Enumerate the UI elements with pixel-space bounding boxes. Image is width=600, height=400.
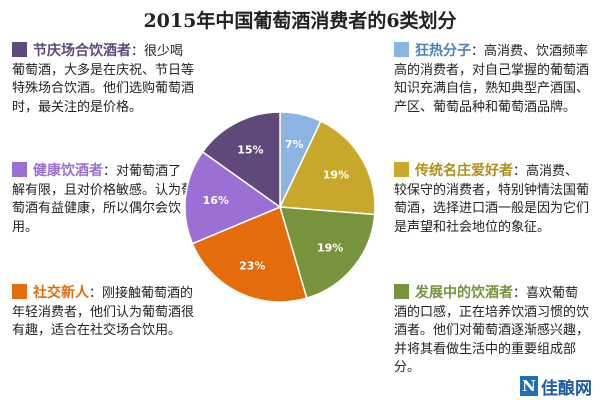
pie-label-0: 7% [285, 138, 304, 151]
traditional-swatch [394, 162, 409, 177]
legend-social: 社交新人：刚接触葡萄酒的年轻消费者，他们认为葡萄酒很有趣，适合在社交场合饮用。 [12, 284, 194, 341]
social-sep: ： [89, 286, 103, 301]
pie-label-3: 23% [239, 259, 265, 272]
chart-title: 2015年中国葡萄酒消费者的6类划分 [143, 10, 457, 32]
site-logo: N 佳酿网 [516, 374, 596, 399]
pie-label-4: 16% [203, 194, 229, 207]
pie-slice-3 [191, 205, 308, 303]
festive-swatch [12, 42, 27, 57]
legend-festive: 节庆场合饮酒者：很少喝葡萄酒，大多是在庆祝、节日等特殊场合饮酒。他们选购葡萄酒时… [12, 42, 194, 117]
logo-mark-icon: N [520, 376, 538, 396]
pie-slice-2 [278, 206, 376, 300]
pie-label-2: 19% [317, 242, 343, 255]
fanatic-name: 狂热分子 [415, 43, 471, 59]
healthy-name: 健康饮酒者 [33, 163, 103, 179]
healthy-desc: 对葡萄酒了解有限，且对价格敏感。认为葡萄酒有益健康，所以偶尔会饮用。 [12, 164, 195, 235]
developing-sep: ： [513, 286, 527, 301]
traditional-name: 传统名庄爱好者 [415, 163, 513, 179]
traditional-desc: 高消费、较保守的消费者，特别钟情法国葡萄酒，选择进口酒一般是因为它们是声望和社会… [394, 164, 590, 235]
pie-slice-5 [201, 111, 281, 209]
legend-fanatic: 狂热分子：高消费、饮酒频率高的消费者，对自己掌握的葡萄酒知识充满自信，熟知典型产… [394, 42, 590, 117]
developing-name: 发展中的饮酒者 [415, 285, 513, 301]
pie-slice-1 [278, 120, 376, 216]
fanatic-sep: ： [471, 44, 485, 59]
traditional-sep: ： [513, 164, 527, 179]
festive-name: 节庆场合饮酒者 [33, 43, 131, 59]
logo-text: 佳酿网 [541, 378, 592, 399]
social-desc: 刚接触葡萄酒的年轻消费者，他们认为葡萄酒很有趣，适合在社交场合饮用。 [12, 286, 195, 338]
fanatic-swatch [394, 42, 409, 57]
social-swatch [12, 284, 27, 299]
developing-swatch [394, 284, 409, 299]
healthy-sep: ： [103, 164, 117, 179]
pie-label-5: 15% [237, 144, 263, 157]
legend-developing: 发展中的饮酒者：喜欢葡萄酒的口感，正在培养饮酒习惯的饮酒者。他们对葡萄酒逐渐感兴… [394, 284, 590, 378]
developing-desc: 喜欢葡萄酒的口感，正在培养饮酒习惯的饮酒者。他们对葡萄酒逐渐感兴趣，并将其看做生… [394, 286, 590, 375]
pie-label-1: 19% [323, 169, 349, 182]
healthy-swatch [12, 162, 27, 177]
pie-slice-4 [184, 150, 282, 245]
social-name: 社交新人 [33, 285, 89, 301]
festive-sep: ： [131, 44, 145, 59]
festive-desc: 很少喝葡萄酒，大多是在庆祝、节日等特殊场合饮酒。他们选购葡萄酒时，最关注的是价格… [12, 44, 195, 115]
fanatic-desc: 高消费、饮酒频率高的消费者，对自己掌握的葡萄酒知识充满自信，熟知典型产酒国、产区… [394, 44, 590, 115]
legend-traditional: 传统名庄爱好者：高消费、较保守的消费者，特别钟情法国葡萄酒，选择进口酒一般是因为… [394, 162, 590, 237]
legend-healthy: 健康饮酒者：对葡萄酒了解有限，且对价格敏感。认为葡萄酒有益健康，所以偶尔会饮用。 [12, 162, 194, 237]
